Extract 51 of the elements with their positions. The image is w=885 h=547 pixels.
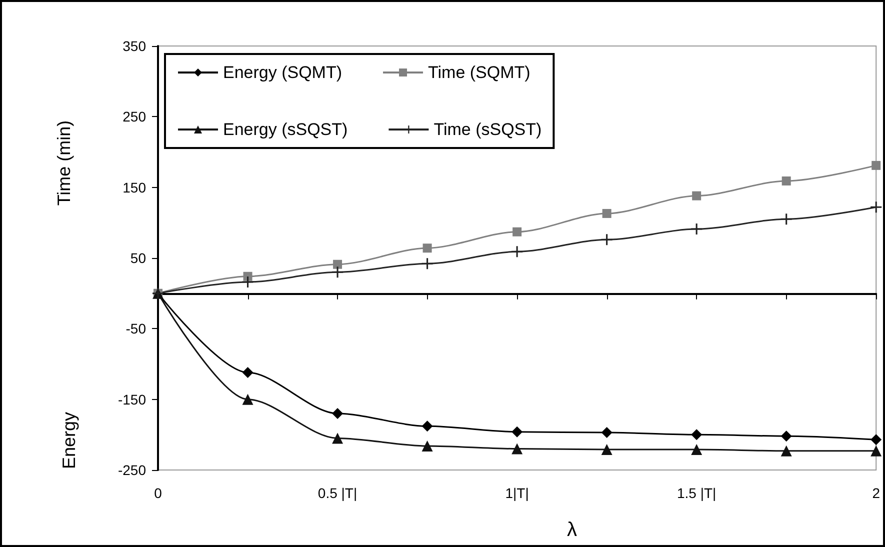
point [691, 429, 702, 440]
point [870, 202, 882, 213]
point [780, 214, 792, 225]
point [333, 260, 342, 269]
point [512, 246, 523, 258]
x-tick-label: 0.5 |T| [318, 485, 358, 501]
point [512, 443, 523, 454]
legend-label: Energy (SQMT) [223, 63, 342, 82]
legend-label: Time (sSQST) [434, 120, 542, 139]
point [870, 434, 882, 446]
x-tick-label: 1|T| [505, 485, 529, 501]
y-tick-label: -150 [118, 391, 146, 408]
x-tick-label: 2 [872, 485, 880, 501]
text: Energy [59, 412, 79, 470]
legend-label: Energy (sSQST) [223, 120, 348, 139]
point [422, 420, 433, 432]
y-tick-label: -50 [126, 320, 146, 337]
point [422, 440, 433, 452]
x-tick-label: 0 [154, 485, 162, 501]
point [780, 445, 792, 456]
point [691, 224, 702, 235]
point [602, 208, 612, 218]
point [243, 272, 252, 281]
point [870, 445, 882, 456]
point [242, 276, 254, 288]
point [332, 266, 344, 278]
y-tick-label: 50 [130, 250, 146, 266]
point [512, 426, 523, 438]
y-axis-title: Time (min) [54, 120, 74, 206]
x-tick-label: 1.5 |T| [676, 485, 716, 501]
point [242, 366, 254, 378]
point [332, 432, 344, 444]
point [332, 408, 344, 419]
y-tick-label: 250 [122, 108, 146, 125]
point [780, 430, 792, 442]
y-tick-label: 350 [122, 38, 146, 54]
y-tick-label: 150 [122, 179, 146, 196]
point [601, 427, 612, 438]
point [601, 234, 612, 246]
point [512, 227, 522, 236]
point [422, 244, 432, 253]
point [782, 176, 791, 186]
y-tick-label: -250 [118, 462, 146, 478]
point [872, 160, 881, 170]
point [692, 191, 702, 200]
point [242, 394, 254, 405]
legend-label: Time (SQMT) [428, 63, 530, 82]
point [422, 258, 433, 270]
point [601, 444, 612, 456]
point [691, 444, 702, 456]
x-axis-title: λ [567, 519, 578, 541]
